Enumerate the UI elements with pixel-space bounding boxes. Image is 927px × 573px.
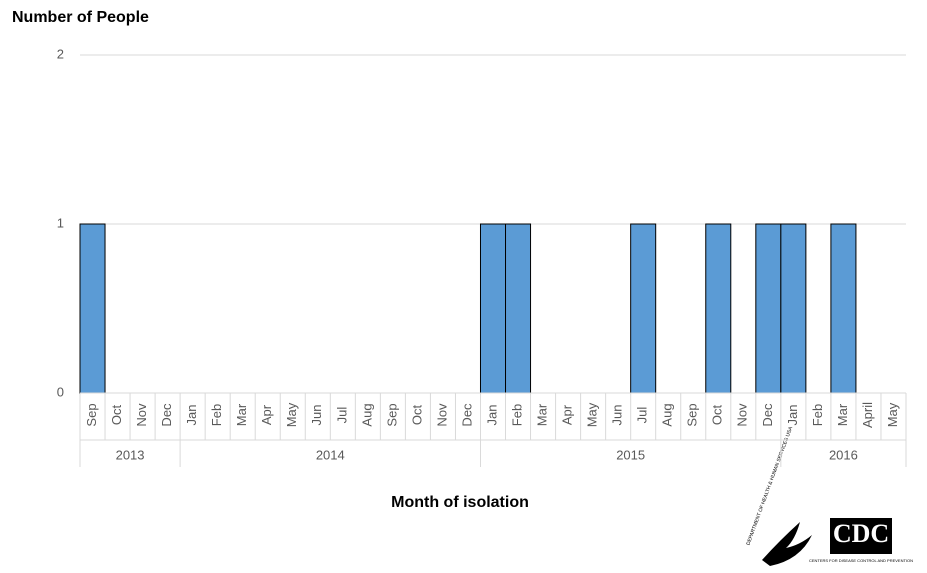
bar	[79, 223, 106, 394]
x-tick-label: Oct	[710, 405, 725, 426]
x-tick-label: Mar	[835, 403, 850, 426]
bar	[705, 223, 732, 394]
x-tick-label: May	[885, 402, 900, 427]
x-tick-label: Aug	[660, 403, 675, 426]
bar	[630, 223, 657, 394]
x-tick-label: Feb	[810, 404, 825, 426]
x-tick-label: May	[585, 402, 600, 427]
x-tick-label: Jan	[785, 405, 800, 426]
hhs-logo: DEPARTMENT OF HEALTH & HUMAN SERVICES US…	[745, 425, 812, 569]
x-tick-label: May	[284, 402, 299, 427]
x-axis-label: Month of isolation	[391, 494, 529, 511]
group-label: 2015	[616, 447, 645, 462]
x-tick-label: Dec	[760, 403, 775, 427]
cdc-box	[830, 518, 892, 554]
bar	[780, 223, 807, 394]
y-tick-label: 1	[57, 215, 64, 230]
x-tick-label: Jun	[309, 405, 324, 426]
hhs-text: DEPARTMENT OF HEALTH & HUMAN SERVICES US…	[745, 425, 794, 546]
x-tick-label: Aug	[359, 403, 374, 426]
hhs-ring	[747, 507, 809, 569]
group-label: 2016	[829, 447, 858, 462]
bar	[479, 223, 507, 394]
cdc-text: CDC	[833, 519, 889, 548]
bar	[755, 223, 782, 394]
x-tick-label: Oct	[109, 405, 124, 426]
x-tick-label: Nov	[434, 403, 449, 427]
x-tick-label: Sep	[685, 403, 700, 426]
x-tick-label: Mar	[234, 403, 249, 426]
x-tick-label: Jan	[484, 405, 499, 426]
x-tick-label: April	[860, 402, 875, 428]
x-tick-label: Feb	[209, 404, 224, 426]
hhs-eagle	[762, 522, 812, 566]
x-tick-label: Nov	[134, 403, 149, 427]
chart-title: Number of People	[12, 9, 149, 26]
bar	[505, 223, 532, 394]
y-tick-label: 0	[57, 384, 64, 399]
bar	[830, 223, 857, 394]
y-tick-label: 2	[57, 46, 64, 61]
x-tick-label: Apr	[259, 404, 274, 425]
x-tick-label: Jul	[334, 407, 349, 424]
x-tick-label: Sep	[84, 403, 99, 426]
group-label: 2013	[116, 447, 145, 462]
x-tick-label: Dec	[159, 403, 174, 427]
cdc-caption: CENTERS FOR DISEASE CONTROL AND PREVENTI…	[809, 558, 913, 563]
x-tick-label: Jul	[635, 407, 650, 424]
x-tick-label: Jun	[610, 405, 625, 426]
group-label: 2014	[316, 447, 345, 462]
x-tick-label: Sep	[384, 403, 399, 426]
x-tick-label: Mar	[534, 403, 549, 426]
x-tick-label: Nov	[735, 403, 750, 427]
x-tick-label: Jan	[184, 405, 199, 426]
x-tick-label: Oct	[409, 405, 424, 426]
x-tick-label: Apr	[560, 404, 575, 425]
x-tick-label: Feb	[509, 404, 524, 426]
x-tick-label: Dec	[459, 403, 474, 427]
cdc-logo: CDC CENTERS FOR DISEASE CONTROL AND PREV…	[809, 518, 913, 563]
